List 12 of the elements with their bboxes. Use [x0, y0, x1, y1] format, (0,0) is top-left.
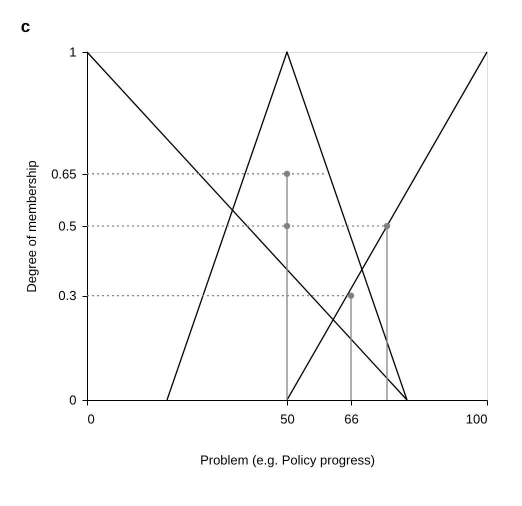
x-axis-title: Problem (e.g. Policy progress) — [200, 452, 375, 468]
y-axis-title: Degree of membership — [24, 160, 40, 293]
x-tick-label: 100 — [466, 412, 488, 426]
y-tick-label: 0.3 — [58, 288, 76, 304]
chart-title: c — [20, 17, 30, 36]
x-tick-label: 66 — [344, 412, 359, 426]
x-tick-label: 0 — [88, 412, 95, 426]
y-tick-label: 1 — [69, 44, 76, 60]
y-tick-label: 0.65 — [51, 166, 76, 182]
y-tick-label: 0.5 — [58, 218, 76, 234]
y-tick-label: 0 — [69, 392, 76, 408]
x-tick-label: 50 — [280, 412, 295, 426]
